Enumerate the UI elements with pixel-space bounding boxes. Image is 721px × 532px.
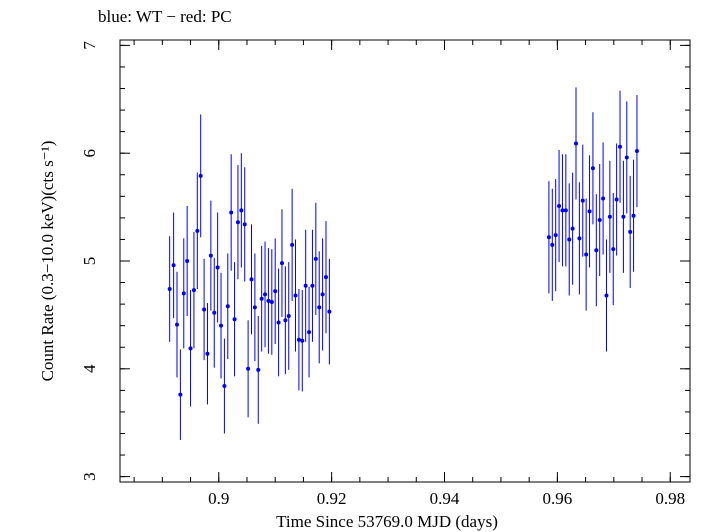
data-point (249, 277, 254, 282)
tick-labels: 0.9 0.92 0.94 0.96 0.98 3 4 5 6 7 (80, 41, 685, 508)
data-point (580, 198, 585, 203)
data-point (225, 304, 230, 309)
data-point (208, 253, 213, 258)
data-point (235, 220, 240, 225)
data-point (560, 208, 565, 213)
data-point (167, 287, 172, 292)
data-point (550, 242, 555, 247)
data-point (327, 309, 332, 314)
data-point (256, 367, 261, 372)
y-tick-label: 5 (80, 257, 99, 266)
data-point (215, 265, 220, 270)
data-point (628, 229, 633, 234)
data-point (553, 233, 558, 238)
data-point (212, 310, 217, 315)
x-tick-label: 0.96 (543, 489, 573, 508)
data-point (320, 292, 325, 297)
data-point (242, 222, 247, 227)
data-point (252, 305, 257, 310)
data-point (259, 296, 264, 301)
data-point (313, 256, 318, 261)
data-point (273, 289, 278, 294)
data-point (286, 313, 291, 318)
data-point (597, 218, 602, 223)
data-point (604, 293, 609, 298)
y-tick-label: 6 (80, 149, 99, 158)
data-point (171, 263, 176, 268)
data-point (191, 288, 196, 293)
x-tick-label: 0.9 (208, 489, 229, 508)
data-point (563, 208, 568, 213)
x-tick-label: 0.94 (430, 489, 460, 508)
data-point (607, 214, 612, 219)
x-tick-label: 0.98 (655, 489, 685, 508)
y-tick-label: 3 (80, 472, 99, 481)
data-point (283, 318, 288, 323)
data-point (601, 196, 606, 201)
data-point (594, 248, 599, 253)
y-axis-title: Count Rate (0.3−10.0 keV)(cts s⁻¹) (38, 141, 57, 382)
data-point (175, 322, 179, 327)
data-point (178, 392, 183, 397)
data-point (300, 338, 305, 343)
plot-frame (119, 39, 691, 483)
data-point (611, 247, 616, 252)
data-point (202, 307, 207, 312)
data-point (310, 283, 315, 288)
data-point (618, 144, 623, 149)
data-point (546, 235, 551, 240)
data-point (222, 384, 227, 389)
data-point (185, 259, 190, 263)
data-point (577, 236, 582, 241)
data-point (557, 204, 562, 209)
y-tick-label: 7 (80, 41, 99, 50)
data-point (634, 149, 639, 154)
data-point (269, 299, 274, 304)
data-point (570, 226, 575, 231)
series-WT (167, 114, 332, 440)
data-point (229, 210, 234, 215)
data-point (621, 214, 626, 219)
data-point (181, 291, 186, 296)
x-tick-label: 0.92 (317, 489, 347, 508)
data-points (167, 87, 639, 440)
data-point (246, 366, 251, 371)
data-point (317, 305, 322, 310)
data-point (266, 298, 271, 303)
data-point (307, 330, 312, 335)
y-tick-label: 4 (80, 364, 99, 373)
data-point (279, 261, 284, 266)
data-point (624, 155, 629, 160)
data-point (590, 166, 595, 171)
data-point (303, 283, 308, 288)
data-point (296, 337, 301, 342)
axis-ticks (120, 40, 690, 482)
data-point (614, 197, 619, 202)
data-point (188, 346, 193, 351)
data-point (584, 252, 589, 257)
series-WT-late (546, 87, 639, 352)
data-point (631, 213, 636, 218)
data-point (263, 292, 268, 297)
data-point (587, 209, 592, 214)
legend-text: blue: WT − red: PC (98, 7, 232, 26)
data-point (232, 317, 237, 322)
x-axis-title: Time Since 53769.0 MJD (days) (276, 512, 498, 531)
data-point (276, 320, 281, 325)
data-point (567, 237, 572, 242)
data-point (239, 208, 244, 213)
data-point (290, 242, 295, 247)
data-point (293, 293, 298, 298)
data-point (219, 323, 224, 328)
data-point (198, 173, 203, 178)
data-point (323, 275, 328, 280)
data-point (574, 141, 578, 146)
data-point (205, 351, 210, 356)
data-point (195, 228, 200, 233)
